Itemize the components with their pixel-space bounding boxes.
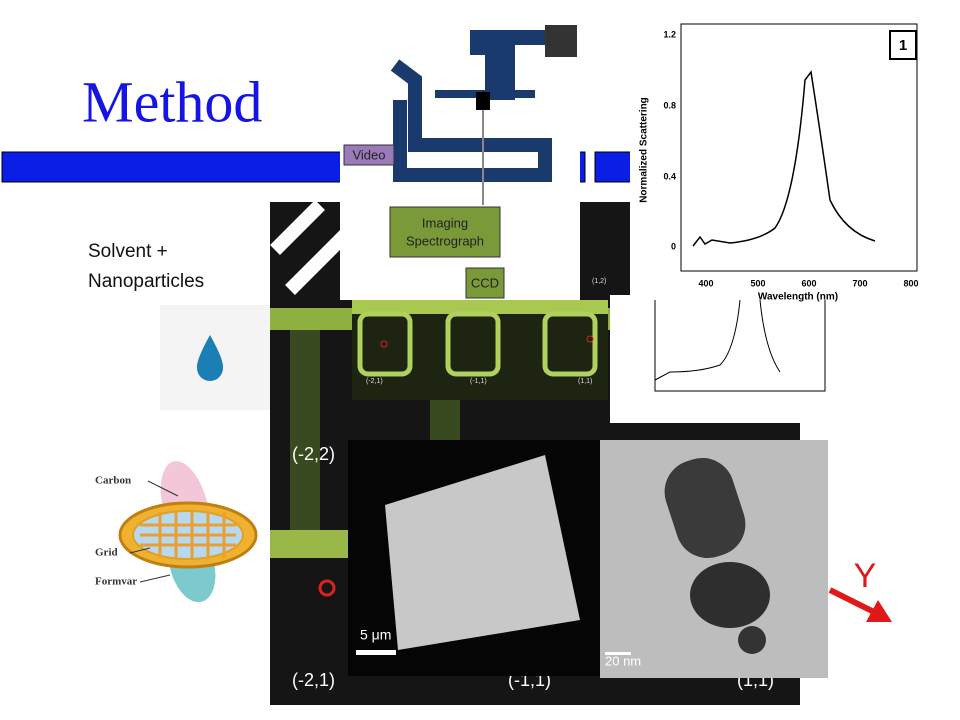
- zoom-coord: (1,1): [578, 378, 592, 385]
- label-grid: Grid: [95, 547, 118, 559]
- label-carbon: Carbon: [95, 475, 131, 487]
- tem-image-right: 20 nm: [600, 440, 828, 678]
- x-tick-label: 600: [801, 278, 816, 288]
- y-tick-label: 0.4: [663, 171, 676, 181]
- video-label: Video: [352, 147, 385, 162]
- axis-label: Y: [854, 557, 877, 595]
- x-tick-label: 500: [750, 278, 765, 288]
- y-tick-label: 0: [671, 241, 676, 251]
- droplet-icon: [160, 305, 270, 410]
- ccd-label: CCD: [471, 275, 499, 290]
- title-bar: [1, 151, 636, 183]
- scale-bar-label: 5 μm: [360, 627, 391, 643]
- y-tick-label: 1.2: [663, 29, 676, 39]
- slide-title: Method: [82, 69, 262, 134]
- spectrograph-label: Imaging: [422, 215, 468, 230]
- sample-label: Solvent +: [88, 241, 168, 262]
- zoom-coord: (-2,1): [366, 378, 383, 385]
- scale-bar-label: 20 nm: [605, 653, 641, 668]
- axis-arrow: Y: [828, 557, 892, 622]
- x-tick-label: 400: [698, 278, 713, 288]
- sample-label: Nanoparticles: [88, 271, 204, 292]
- tem-grid-illustration: Carbon Grid Formvar: [95, 461, 258, 603]
- setup-diagram: Video Imaging Spectrograph CCD: [340, 18, 580, 300]
- zoom-image: (-2,1) (-1,1) (1,1): [352, 300, 608, 400]
- x-axis-label: Wavelength (nm): [758, 292, 838, 303]
- y-axis-label: Normalized Scattering: [639, 97, 650, 203]
- grid-coord: (-2,1): [292, 670, 335, 690]
- spectrograph-label: Spectrograph: [406, 233, 484, 248]
- label-formvar: Formvar: [95, 576, 137, 588]
- inset-spectrum: [610, 295, 835, 423]
- grid-coord: (-2,2): [292, 444, 335, 464]
- x-tick-label: 700: [852, 278, 867, 288]
- y-tick-label: 0.8: [663, 100, 676, 110]
- tem-image-left: 5 μm: [348, 440, 600, 676]
- zoom-coord: (-1,1): [470, 378, 487, 385]
- zoom-coord: (1,2): [592, 278, 606, 285]
- x-tick-label: 800: [903, 278, 918, 288]
- panel-label: 1: [899, 37, 907, 54]
- spectrum-plot: 1 0 0.4 0.8 1.2 400 500 600 700 800 Wave…: [630, 15, 930, 303]
